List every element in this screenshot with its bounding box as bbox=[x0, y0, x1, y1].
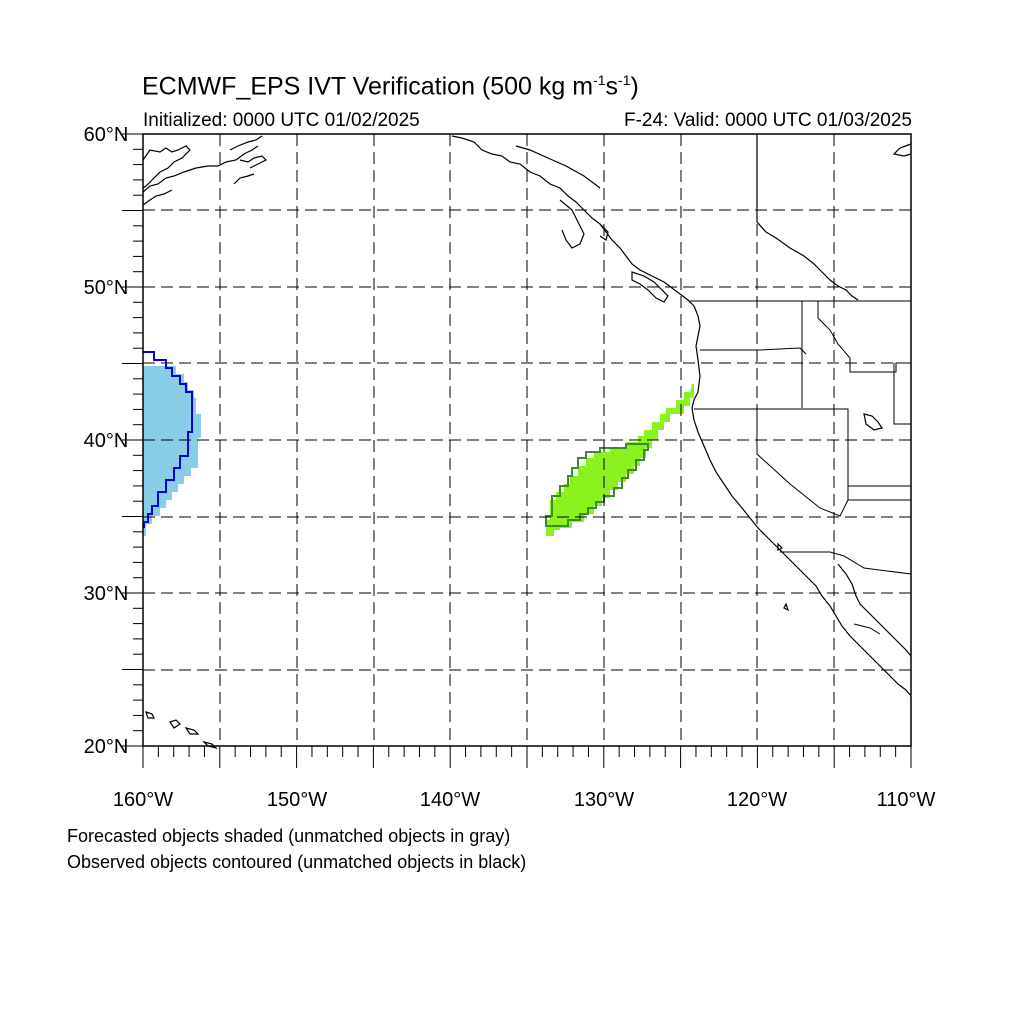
state-borders bbox=[690, 300, 912, 635]
lon-label-130w: 130°W bbox=[574, 789, 634, 811]
forecast-object-east bbox=[546, 384, 694, 536]
lon-label-140w: 140°W bbox=[420, 789, 480, 811]
coastlines bbox=[142, 134, 912, 750]
lon-label-160w: 160°W bbox=[113, 789, 173, 811]
lat-label-50: 50°N bbox=[84, 277, 129, 299]
forecast-note: Forecasted objects shaded (unmatched obj… bbox=[67, 826, 511, 846]
lat-label-30: 30°N bbox=[84, 583, 129, 605]
map-title: ECMWF_EPS IVT Verification (500 kg m-1s-… bbox=[142, 72, 639, 101]
observed-note: Observed objects contoured (unmatched ob… bbox=[67, 852, 527, 872]
lat-label-40: 40°N bbox=[84, 430, 129, 452]
valid-time: F-24: Valid: 0000 UTC 01/03/2025 bbox=[624, 110, 912, 131]
lat-grid bbox=[143, 209, 911, 671]
left-ticks bbox=[122, 133, 143, 747]
observed-contour-east bbox=[545, 443, 649, 527]
observed-contour-west bbox=[143, 351, 193, 528]
lat-label-20: 20°N bbox=[84, 736, 129, 758]
lon-label-150w: 150°W bbox=[267, 789, 327, 811]
lat-label-60: 60°N bbox=[84, 124, 129, 146]
lon-label-120w: 120°W bbox=[727, 789, 787, 811]
bottom-ticks bbox=[142, 746, 912, 768]
lon-label-110w: 110°W bbox=[877, 789, 936, 811]
initialized-time: Initialized: 0000 UTC 01/02/2025 bbox=[143, 110, 420, 131]
